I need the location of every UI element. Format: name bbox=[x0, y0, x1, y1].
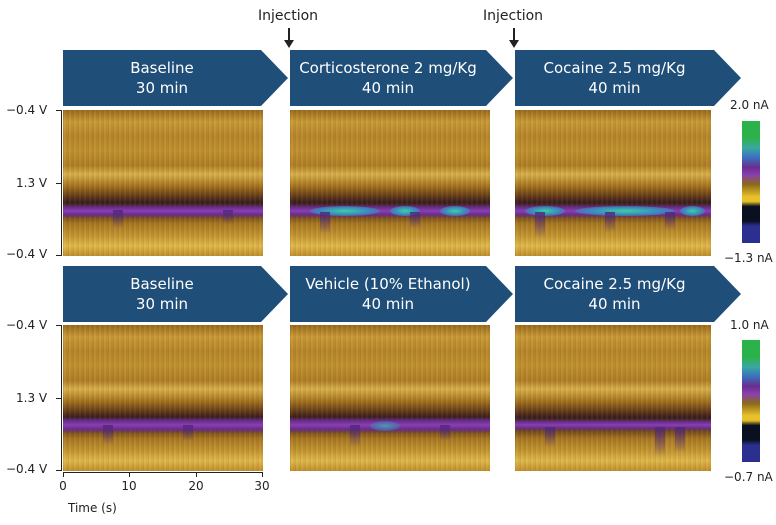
injection-label-1: Injection bbox=[258, 8, 319, 24]
row2-ytick-mark bbox=[56, 325, 61, 326]
row2-ytick-bottom: −0.4 V bbox=[6, 462, 48, 476]
x-tick-mark bbox=[129, 472, 130, 477]
row1-ytick-mark bbox=[56, 183, 61, 184]
row1-baseline-colorplot bbox=[63, 110, 263, 256]
row1-y-axis bbox=[61, 110, 62, 256]
row1-colorbar-max: 2.0 nA bbox=[730, 98, 769, 112]
injection-arrow-1 bbox=[288, 28, 290, 42]
x-tick-label: 10 bbox=[121, 479, 137, 493]
injection-arrow-2 bbox=[513, 28, 515, 42]
row1-ytick-mark bbox=[56, 110, 61, 111]
injection-arrowhead-2 bbox=[509, 40, 519, 48]
x-tick-mark bbox=[63, 472, 64, 477]
x-tick-mark bbox=[262, 472, 263, 477]
banner-title: Cocaine 2.5 mg/Kg bbox=[543, 59, 686, 77]
row2-colorbar-min: −0.7 nA bbox=[724, 470, 773, 484]
row2-ytick-mark bbox=[56, 470, 61, 471]
x-axis-label: Time (s) bbox=[68, 501, 117, 515]
row2-y-axis bbox=[61, 325, 62, 471]
row2-cocaine-banner: Cocaine 2.5 mg/Kg 40 min bbox=[515, 266, 741, 322]
row2-vehicle-colorplot bbox=[290, 325, 490, 471]
banner-duration: 40 min bbox=[588, 79, 641, 97]
row1-ytick-mark bbox=[56, 255, 61, 256]
row2-colorbar bbox=[742, 340, 760, 462]
row1-corticosterone-banner: Corticosterone 2 mg/Kg 40 min bbox=[290, 50, 513, 106]
row1-baseline-banner: Baseline 30 min bbox=[63, 50, 288, 106]
x-axis bbox=[63, 472, 263, 473]
x-tick-mark bbox=[196, 472, 197, 477]
banner-title: Baseline bbox=[130, 275, 194, 293]
row1-colorbar bbox=[742, 121, 760, 243]
injection-label-2: Injection bbox=[483, 8, 544, 24]
row2-ytick-top: −0.4 V bbox=[6, 318, 48, 332]
row1-ytick-mid: 1.3 V bbox=[16, 176, 48, 190]
banner-duration: 30 min bbox=[135, 79, 189, 97]
row2-baseline-banner: Baseline 30 min bbox=[63, 266, 288, 322]
row1-ytick-top: −0.4 V bbox=[6, 103, 48, 117]
x-tick-label: 20 bbox=[188, 479, 204, 493]
banner-title: Vehicle (10% Ethanol) bbox=[305, 275, 471, 293]
row2-ytick-mark bbox=[56, 398, 61, 399]
banner-duration: 40 min bbox=[361, 79, 415, 97]
x-tick-label: 0 bbox=[59, 479, 67, 493]
row2-colorbar-max: 1.0 nA bbox=[730, 318, 769, 332]
banner-title: Cocaine 2.5 mg/Kg bbox=[543, 275, 686, 293]
row2-vehicle-banner: Vehicle (10% Ethanol) 40 min bbox=[290, 266, 513, 322]
row1-ytick-bottom: −0.4 V bbox=[6, 247, 48, 261]
row1-cocaine-banner: Cocaine 2.5 mg/Kg 40 min bbox=[515, 50, 741, 106]
row2-cocaine-colorplot bbox=[515, 325, 711, 471]
banner-duration: 40 min bbox=[588, 295, 641, 313]
injection-arrowhead-1 bbox=[284, 40, 294, 48]
x-tick-label: 30 bbox=[254, 479, 270, 493]
row2-baseline-colorplot bbox=[63, 325, 263, 471]
row1-corticosterone-colorplot bbox=[290, 110, 490, 256]
banner-duration: 40 min bbox=[361, 295, 415, 313]
banner-duration: 30 min bbox=[135, 295, 189, 313]
banner-title: Corticosterone 2 mg/Kg bbox=[299, 59, 477, 77]
banner-title: Baseline bbox=[130, 59, 194, 77]
row2-ytick-mid: 1.3 V bbox=[16, 391, 48, 405]
row1-colorbar-min: −1.3 nA bbox=[724, 251, 773, 265]
row1-cocaine-colorplot bbox=[515, 110, 711, 256]
